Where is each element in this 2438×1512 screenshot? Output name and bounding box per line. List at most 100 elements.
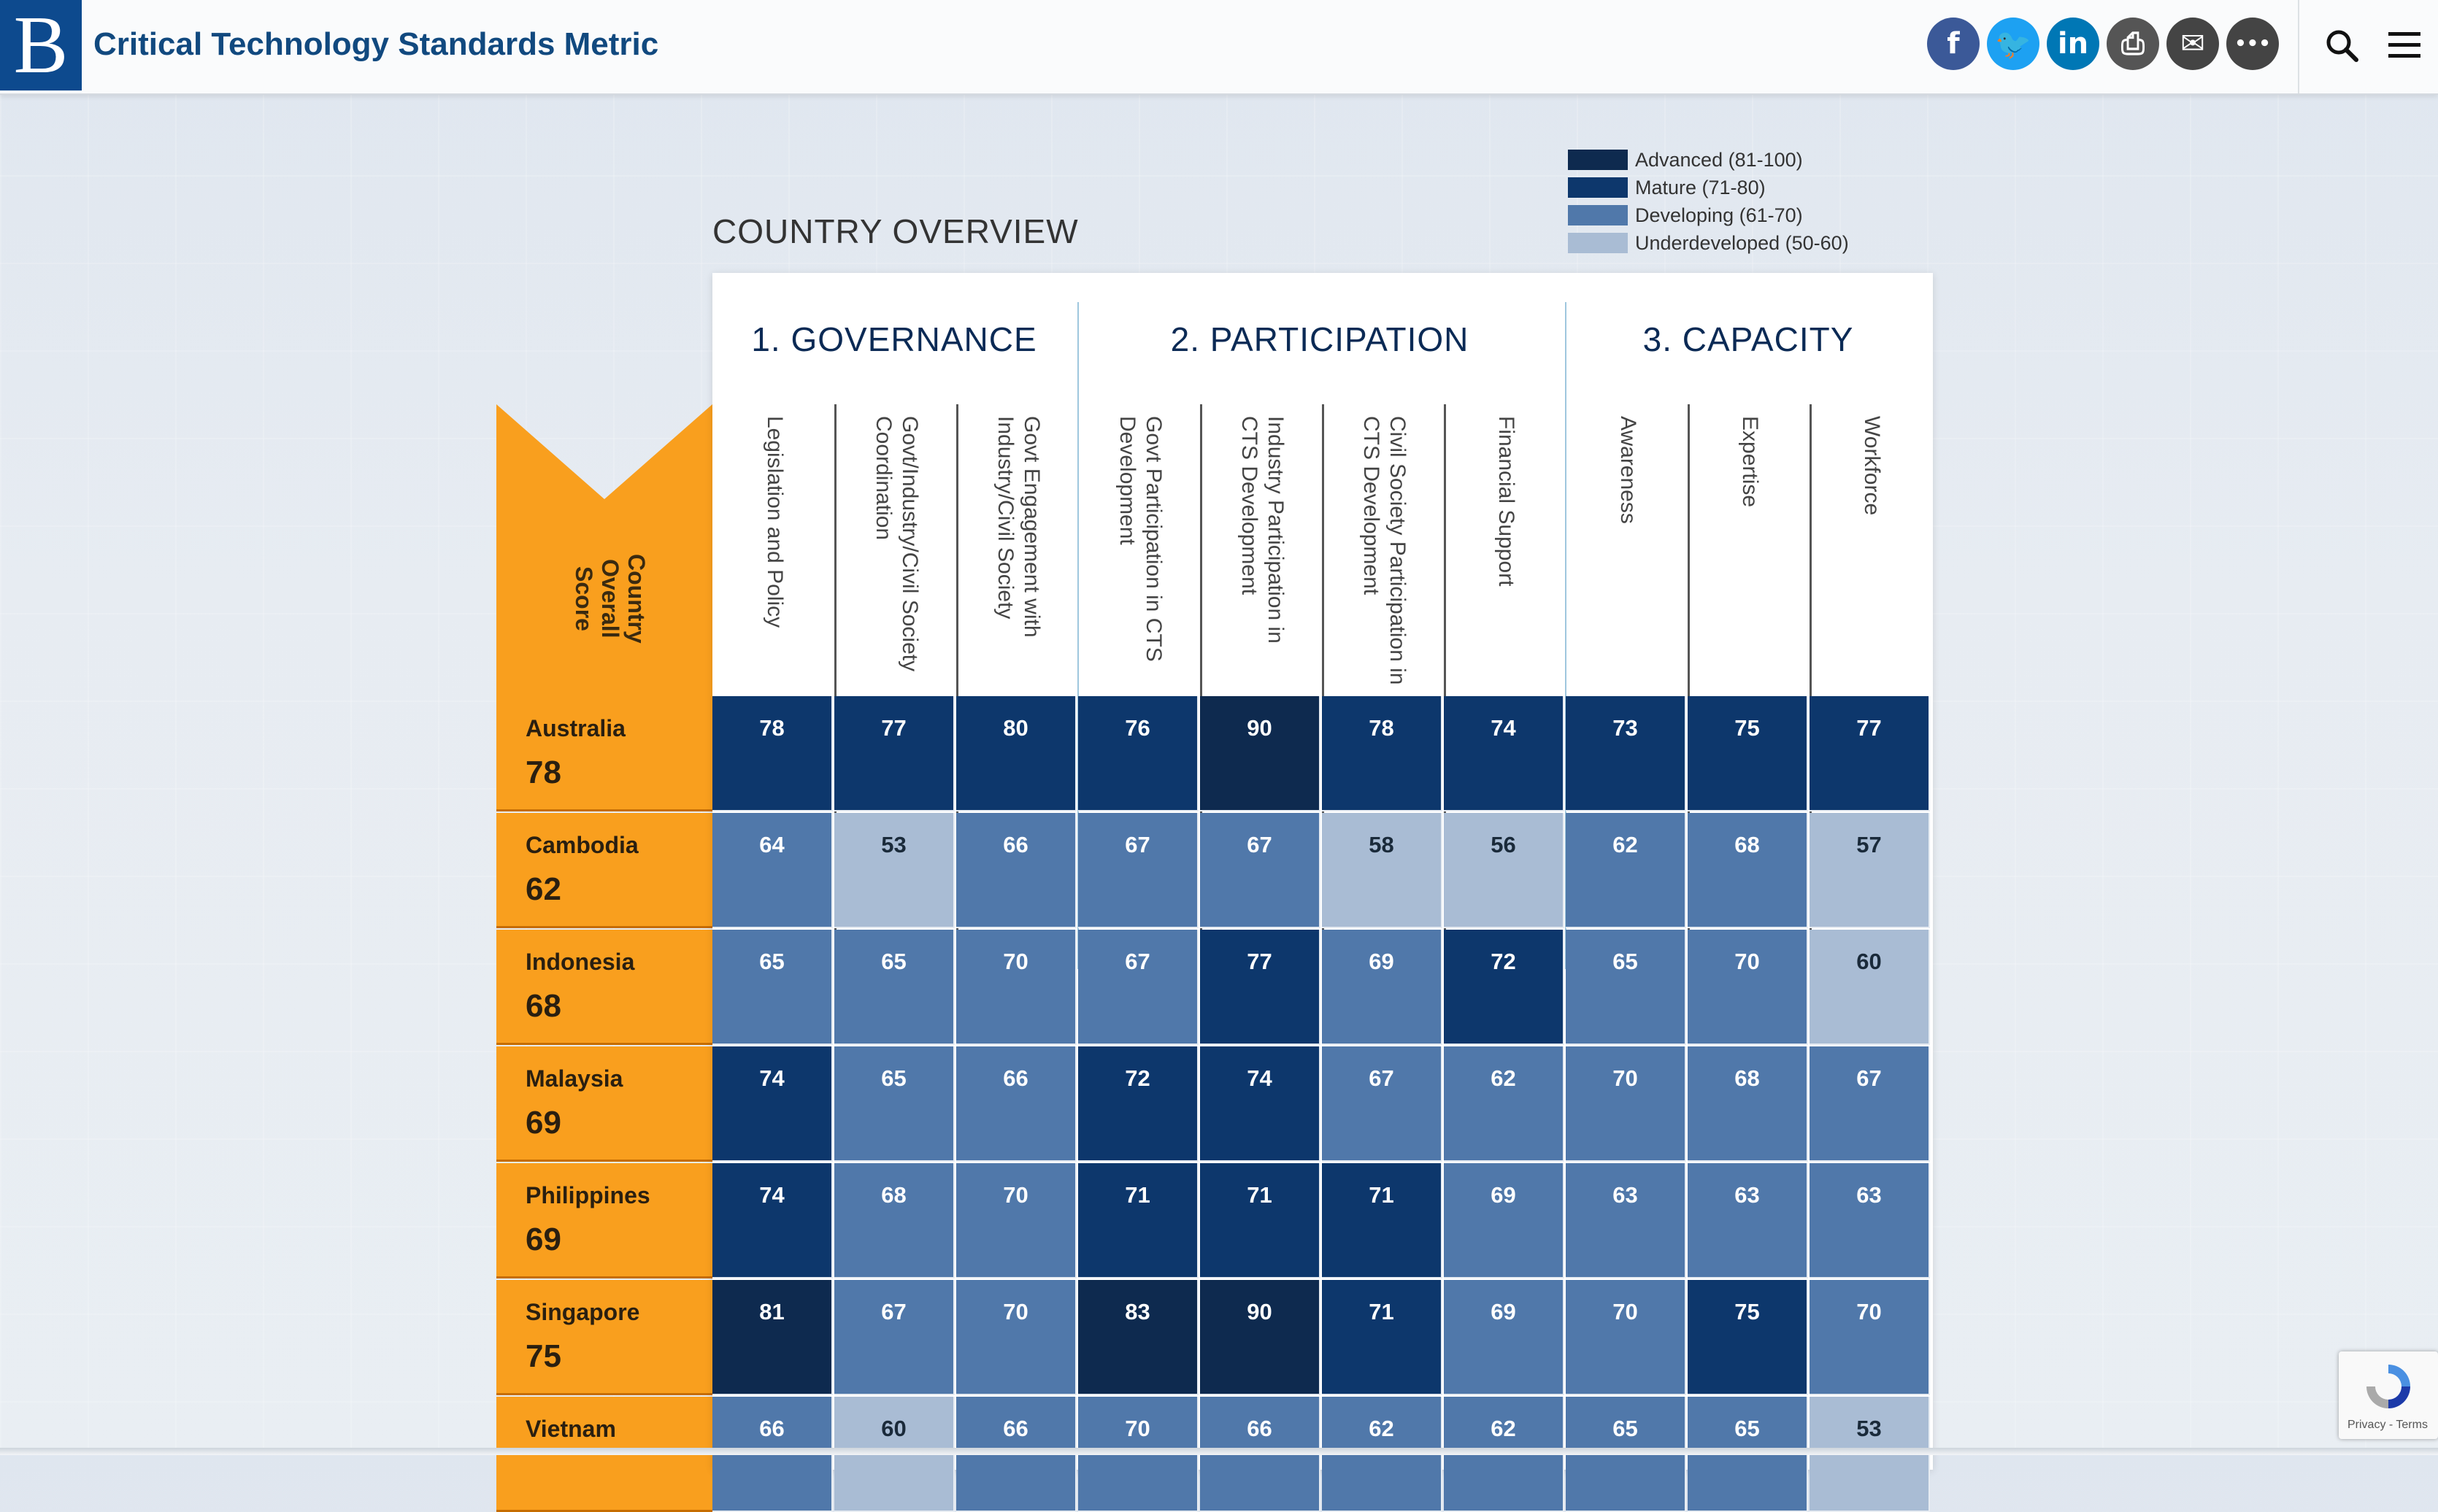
column-header-label: Industry Participation in CTS Developmen… bbox=[1237, 416, 1288, 644]
score-cell[interactable]: 78 bbox=[712, 696, 833, 811]
score-cell[interactable]: 83 bbox=[1078, 1280, 1199, 1395]
section-title: COUNTRY OVERVIEW bbox=[712, 212, 1079, 250]
score-cell[interactable]: 58 bbox=[1322, 813, 1442, 928]
score-cell[interactable]: 75 bbox=[1688, 1280, 1808, 1395]
country-row[interactable]: Malaysia 69 bbox=[496, 1046, 712, 1162]
country-row[interactable]: Cambodia 62 bbox=[496, 813, 712, 928]
recaptcha-links[interactable]: Privacy - Terms bbox=[2347, 1419, 2428, 1431]
legend-item: Advanced (81-100) bbox=[1568, 146, 1849, 174]
category-capacity: 3. CAPACITY bbox=[1642, 320, 1854, 358]
country-row[interactable]: Philippines 69 bbox=[496, 1163, 712, 1278]
country-name: Malaysia bbox=[526, 1065, 623, 1092]
score-cell[interactable]: 72 bbox=[1444, 930, 1564, 1045]
legend-label: Underdeveloped (50-60) bbox=[1635, 231, 1849, 254]
legend-swatch bbox=[1568, 150, 1628, 170]
score-cell[interactable]: 66 bbox=[956, 1046, 1077, 1162]
score-cell[interactable]: 70 bbox=[1566, 1046, 1686, 1162]
score-cell[interactable]: 67 bbox=[834, 1280, 955, 1395]
score-cell[interactable]: 63 bbox=[1688, 1163, 1808, 1278]
page-title[interactable]: Critical Technology Standards Metric bbox=[93, 26, 659, 62]
score-cell[interactable]: 66 bbox=[956, 813, 1077, 928]
score-cell[interactable]: 90 bbox=[1200, 1280, 1320, 1395]
score-cell[interactable]: 78 bbox=[1322, 696, 1442, 811]
bottom-edge bbox=[0, 1448, 2438, 1455]
score-cell[interactable]: 60 bbox=[1810, 930, 1930, 1045]
overall-score-header bbox=[496, 404, 712, 696]
score-cell[interactable]: 69 bbox=[1444, 1280, 1564, 1395]
score-cell[interactable]: 68 bbox=[1688, 1046, 1808, 1162]
score-cell[interactable]: 70 bbox=[956, 1163, 1077, 1278]
column-header: Expertise bbox=[1689, 416, 1810, 689]
score-cell[interactable]: 63 bbox=[1810, 1163, 1930, 1278]
score-cell[interactable]: 80 bbox=[956, 696, 1077, 811]
country-row[interactable]: Indonesia 68 bbox=[496, 930, 712, 1045]
country-row[interactable]: Australia 78 bbox=[496, 696, 712, 811]
score-cell[interactable]: 65 bbox=[712, 930, 833, 1045]
score-cell[interactable]: 81 bbox=[712, 1280, 833, 1395]
score-cell[interactable]: 67 bbox=[1078, 813, 1199, 928]
column-header-label: Govt/Industry/Civil Society Coordination bbox=[872, 416, 922, 672]
score-cell[interactable]: 71 bbox=[1322, 1163, 1442, 1278]
score-cell[interactable]: 67 bbox=[1322, 1046, 1442, 1162]
score-cell[interactable]: 67 bbox=[1200, 813, 1320, 928]
score-cell[interactable]: 69 bbox=[1444, 1163, 1564, 1278]
score-cell[interactable]: 77 bbox=[1200, 930, 1320, 1045]
score-cell[interactable]: 68 bbox=[834, 1163, 955, 1278]
score-cell[interactable]: 90 bbox=[1200, 696, 1320, 811]
score-cell[interactable]: 77 bbox=[1810, 696, 1930, 811]
score-cell[interactable]: 70 bbox=[1688, 930, 1808, 1045]
column-header: Financial Support bbox=[1445, 416, 1566, 689]
score-cell[interactable]: 57 bbox=[1810, 813, 1930, 928]
score-cell[interactable]: 71 bbox=[1078, 1163, 1199, 1278]
column-header-label: Workforce bbox=[1860, 416, 1884, 516]
score-cell[interactable]: 64 bbox=[712, 813, 833, 928]
country-overall-score: 75 bbox=[526, 1338, 561, 1374]
score-cell[interactable]: 75 bbox=[1688, 696, 1808, 811]
score-cell[interactable]: 69 bbox=[1322, 930, 1442, 1045]
legend-item: Mature (71-80) bbox=[1568, 174, 1849, 201]
score-cell[interactable]: 65 bbox=[834, 1046, 955, 1162]
score-cell[interactable]: 56 bbox=[1444, 813, 1564, 928]
score-cell[interactable]: 68 bbox=[1688, 813, 1808, 928]
score-cell[interactable]: 74 bbox=[712, 1163, 833, 1278]
score-cell[interactable]: 65 bbox=[1566, 930, 1686, 1045]
score-cell[interactable]: 70 bbox=[1810, 1280, 1930, 1395]
score-cell[interactable]: 74 bbox=[1200, 1046, 1320, 1162]
country-name: Cambodia bbox=[526, 832, 639, 858]
score-cell[interactable]: 72 bbox=[1078, 1046, 1199, 1162]
score-cell[interactable]: 74 bbox=[712, 1046, 833, 1162]
score-cell[interactable]: 63 bbox=[1566, 1163, 1686, 1278]
email-icon[interactable]: ✉ bbox=[2166, 18, 2219, 70]
score-cell[interactable]: 65 bbox=[834, 930, 955, 1045]
print-icon[interactable]: ⎙ bbox=[2107, 18, 2159, 70]
country-row[interactable]: Singapore 75 bbox=[496, 1280, 712, 1395]
header-divider bbox=[2298, 0, 2299, 93]
twitter-icon[interactable]: 🐦 bbox=[1987, 18, 2039, 70]
score-cell[interactable]: 74 bbox=[1444, 696, 1564, 811]
score-cell[interactable]: 71 bbox=[1200, 1163, 1320, 1278]
recaptcha-badge[interactable]: Privacy - Terms bbox=[2339, 1351, 2438, 1439]
score-cell[interactable]: 73 bbox=[1566, 696, 1686, 811]
site-logo[interactable]: B bbox=[0, 0, 82, 90]
score-cell[interactable]: 70 bbox=[956, 930, 1077, 1045]
column-header-label: Legislation and Policy bbox=[763, 416, 787, 628]
search-icon[interactable] bbox=[2318, 22, 2365, 69]
facebook-icon[interactable]: f bbox=[1927, 18, 1980, 70]
score-cell[interactable]: 62 bbox=[1566, 813, 1686, 928]
column-divider bbox=[1810, 404, 1812, 969]
linkedin-icon[interactable]: in bbox=[2047, 18, 2099, 70]
more-icon[interactable]: ••• bbox=[2226, 18, 2279, 70]
score-cell[interactable]: 53 bbox=[834, 813, 955, 928]
menu-icon[interactable] bbox=[2381, 22, 2428, 69]
recaptcha-icon bbox=[2366, 1365, 2410, 1408]
score-cell[interactable]: 70 bbox=[1566, 1280, 1686, 1395]
score-cell[interactable]: 71 bbox=[1322, 1280, 1442, 1395]
score-cell[interactable]: 77 bbox=[834, 696, 955, 811]
score-cell[interactable]: 67 bbox=[1810, 1046, 1930, 1162]
column-header: Industry Participation in CTS Developmen… bbox=[1201, 416, 1323, 689]
country-name: Philippines bbox=[526, 1182, 650, 1208]
score-cell[interactable]: 62 bbox=[1444, 1046, 1564, 1162]
score-cell[interactable]: 76 bbox=[1078, 696, 1199, 811]
score-cell[interactable]: 67 bbox=[1078, 930, 1199, 1045]
score-cell[interactable]: 70 bbox=[956, 1280, 1077, 1395]
